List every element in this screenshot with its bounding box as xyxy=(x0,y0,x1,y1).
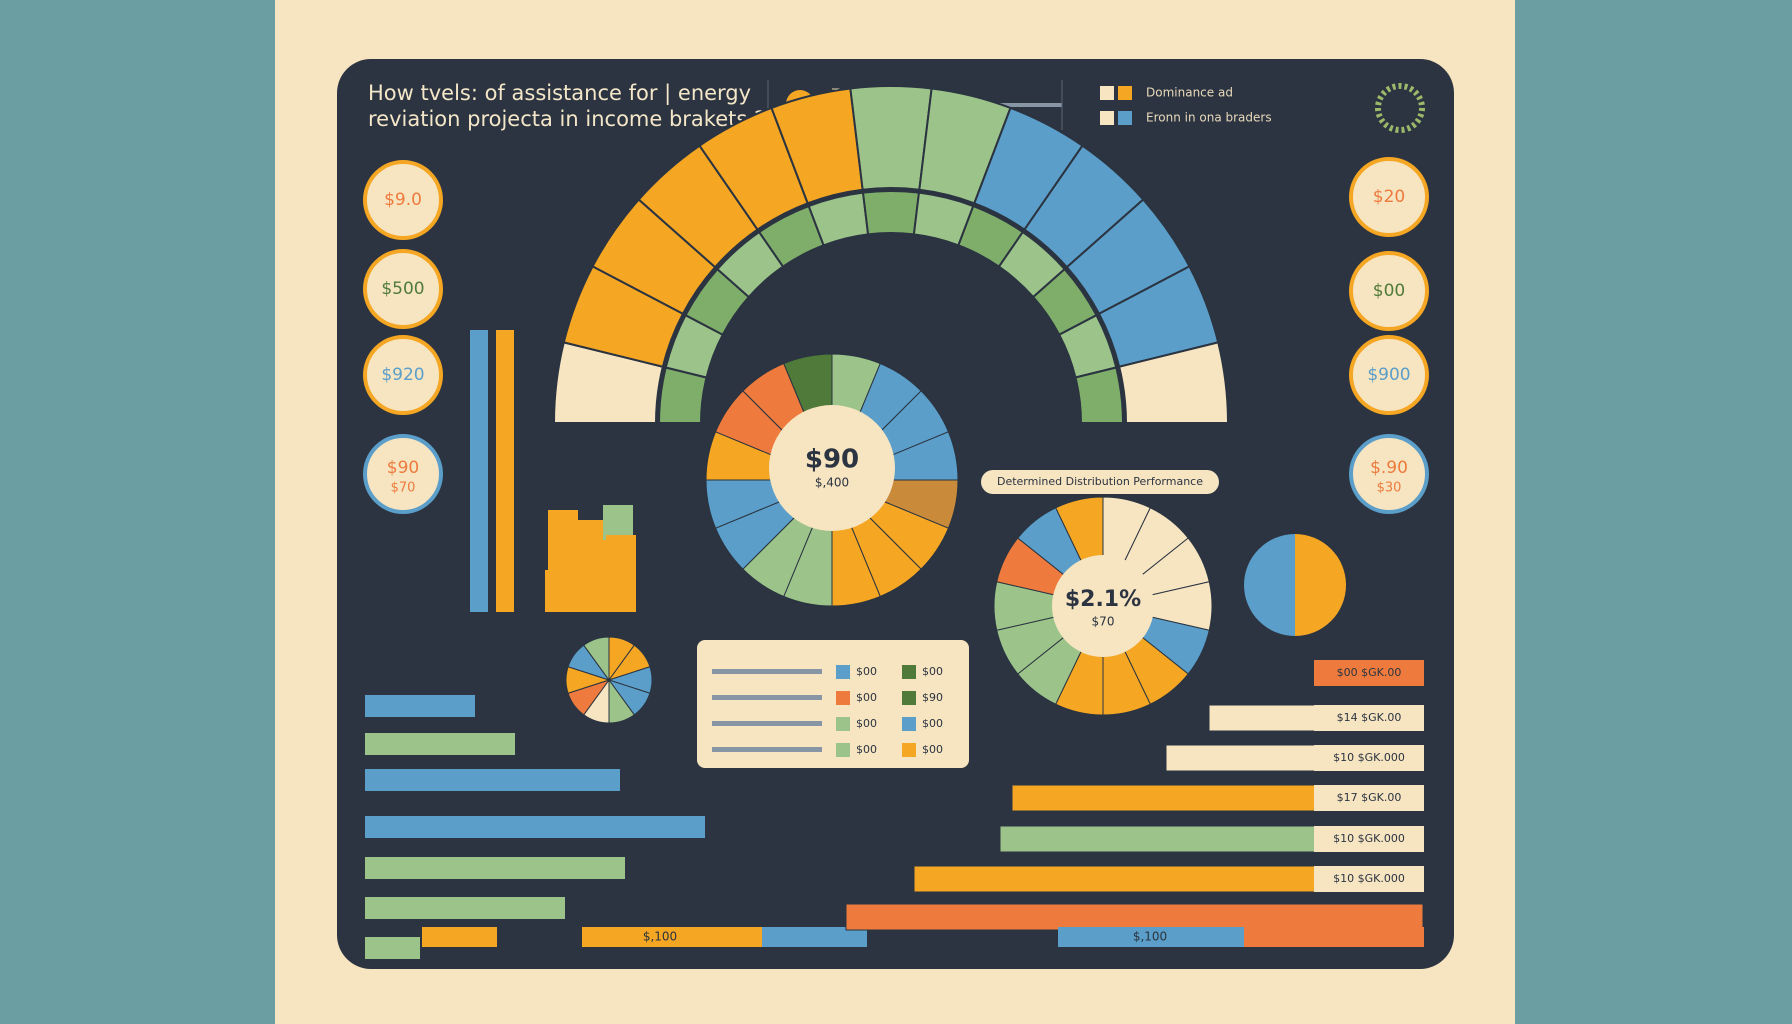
badge xyxy=(1349,434,1429,514)
table-line xyxy=(712,695,822,700)
right-bar-label: $10 $GK.000 xyxy=(1333,872,1405,885)
badge xyxy=(1349,157,1429,237)
table-line xyxy=(712,669,822,674)
table-value: $00 xyxy=(856,665,877,678)
right-bar-end xyxy=(1314,660,1424,686)
left-bar xyxy=(365,695,475,717)
table-value: $00 xyxy=(856,717,877,730)
badge xyxy=(363,434,443,514)
legend-label: Eronn in ona braders xyxy=(1146,111,1272,125)
right-bar-label: $10 $GK.000 xyxy=(1333,832,1405,845)
right-bar xyxy=(845,903,1424,931)
badge xyxy=(1349,335,1429,415)
pie-sub: $70 xyxy=(1092,615,1115,629)
bottom-bar xyxy=(422,927,497,947)
badge-value: $20 xyxy=(1373,187,1405,207)
right-bar-end xyxy=(1314,826,1424,852)
badge xyxy=(363,335,443,415)
sun-icon xyxy=(1375,83,1425,133)
deco-bar xyxy=(578,540,608,612)
badge-value: $.90 xyxy=(1370,458,1408,478)
legend-swatch xyxy=(1118,86,1132,100)
legend-swatch xyxy=(1100,86,1114,100)
table-swatch xyxy=(902,691,916,705)
pie-slice xyxy=(583,636,610,681)
right-bar-label: $17 $GK.00 xyxy=(1337,791,1402,804)
badge-value: $70 xyxy=(391,481,416,496)
table-swatch xyxy=(836,743,850,757)
arc-inner xyxy=(861,190,921,236)
bottom-label: $,100 xyxy=(643,930,677,944)
pie-sub: $,400 xyxy=(815,476,849,490)
table-swatch xyxy=(836,717,850,731)
right-bar-end xyxy=(1314,745,1424,771)
right-bar-label: $00 $GK.00 xyxy=(1337,666,1402,679)
left-bar xyxy=(365,897,565,919)
table-value: $00 xyxy=(922,743,943,756)
pie-value: $90 xyxy=(805,445,859,475)
left-bar xyxy=(365,937,420,959)
right-bar-label: $10 $GK.000 xyxy=(1333,751,1405,764)
legend-swatch xyxy=(1118,111,1132,125)
table-swatch xyxy=(902,665,916,679)
table-value: $00 xyxy=(856,691,877,704)
badge-value: $00 xyxy=(1373,281,1405,301)
badge xyxy=(363,249,443,329)
banner-box xyxy=(981,470,1219,494)
pie-value: $2.1% xyxy=(1065,587,1141,612)
left-bar xyxy=(365,733,515,755)
right-bar-end xyxy=(1314,705,1424,731)
drawing-layer: $90$,400$2.1%$70$9.0$500$920$90$70$20$00… xyxy=(363,85,1429,959)
arc-segment xyxy=(1117,341,1230,424)
title-line: How tvels: of assistance for | energy xyxy=(368,81,751,106)
badge-value: $920 xyxy=(381,365,424,385)
bottom-bar xyxy=(762,927,867,947)
pie-center xyxy=(769,405,895,531)
table-line xyxy=(712,721,822,726)
right-bar-end xyxy=(1314,866,1424,892)
legend-label: Dominance ad xyxy=(1146,86,1233,100)
badge-value: $900 xyxy=(1367,365,1410,385)
arc-segment xyxy=(849,85,933,191)
left-bar xyxy=(365,769,620,791)
right-bar-end xyxy=(1314,785,1424,811)
right-bar-label: $14 $GK.00 xyxy=(1337,711,1402,724)
arc-inner xyxy=(1074,366,1125,424)
half-pie xyxy=(1244,534,1295,636)
deco-bar xyxy=(606,535,636,612)
half-pie xyxy=(1295,534,1346,636)
table-line xyxy=(712,747,822,752)
pie-center xyxy=(1052,555,1154,657)
banner: Determined Distribution Performance xyxy=(997,475,1203,488)
bottom-bar xyxy=(582,927,762,947)
left-bar xyxy=(365,816,705,838)
badge-value: $9.0 xyxy=(384,190,422,210)
table-value: $00 xyxy=(922,665,943,678)
table-swatch xyxy=(902,743,916,757)
deco-bar xyxy=(545,570,575,612)
deco-bar xyxy=(470,330,488,612)
bottom-bar xyxy=(1058,927,1244,947)
badge-value: $90 xyxy=(387,458,419,478)
table-value: $00 xyxy=(922,717,943,730)
badge xyxy=(1349,251,1429,331)
table-swatch xyxy=(836,691,850,705)
table-value: $90 xyxy=(922,691,943,704)
legend-swatch xyxy=(1100,111,1114,125)
left-bar xyxy=(365,857,625,879)
table-swatch xyxy=(902,717,916,731)
table-value: $00 xyxy=(856,743,877,756)
bottom-bar xyxy=(1244,927,1424,947)
badge xyxy=(363,160,443,240)
badge-value: $500 xyxy=(381,279,424,299)
badge-value: $30 xyxy=(1377,481,1402,496)
bottom-label: $,100 xyxy=(1133,930,1167,944)
deco-bar xyxy=(496,330,514,612)
table-swatch xyxy=(836,665,850,679)
